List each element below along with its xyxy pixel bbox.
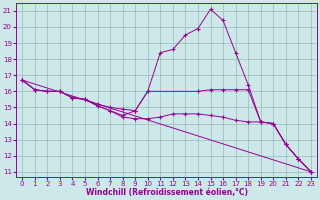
X-axis label: Windchill (Refroidissement éolien,°C): Windchill (Refroidissement éolien,°C) [85, 188, 248, 197]
